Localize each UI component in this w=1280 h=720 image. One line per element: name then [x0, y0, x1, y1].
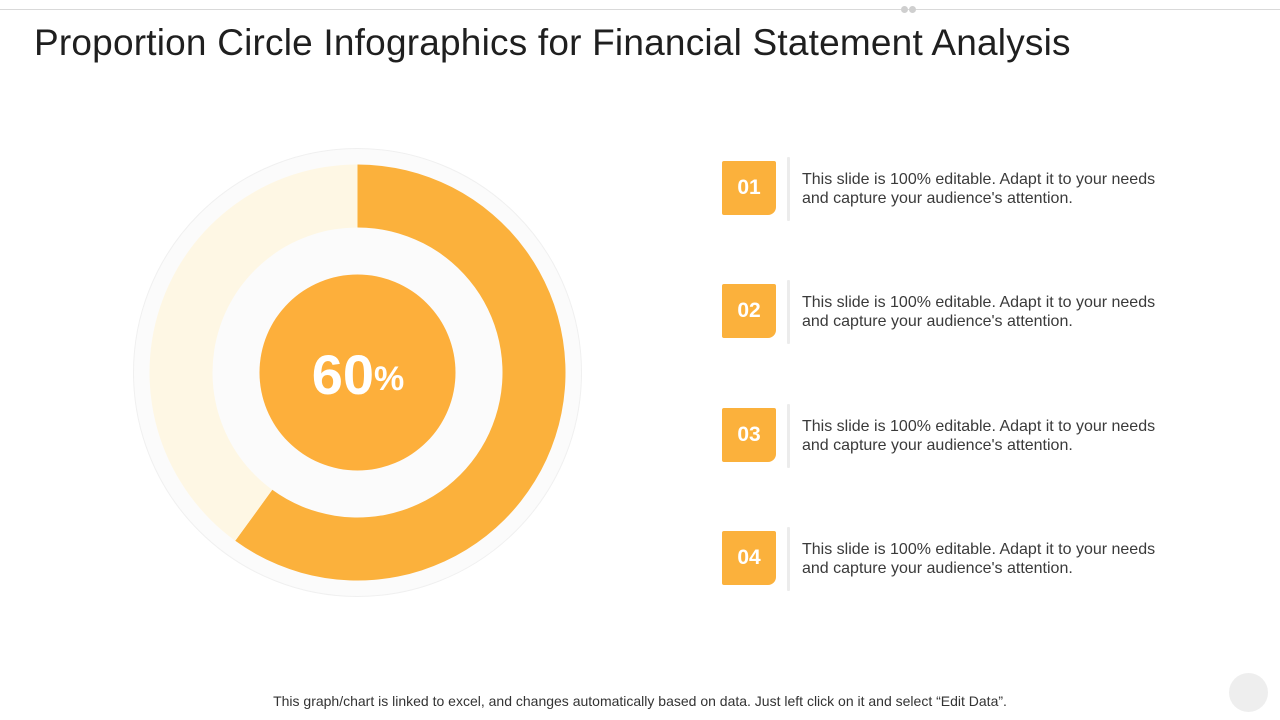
item-divider — [787, 404, 790, 468]
percentage-value: 60 — [311, 342, 375, 406]
list-item: 02 This slide is 100% editable. Adapt it… — [722, 280, 1182, 356]
donut-segment-remainder[interactable] — [149, 164, 358, 541]
top-divider-line — [0, 9, 1280, 10]
item-description: This slide is 100% editable. Adapt it to… — [802, 294, 1156, 330]
item-description: This slide is 100% editable. Adapt it to… — [802, 171, 1156, 207]
item-number-badge: 01 — [722, 161, 776, 215]
item-description: This slide is 100% editable. Adapt it to… — [802, 541, 1156, 577]
item-divider — [787, 157, 790, 221]
item-description: This slide is 100% editable. Adapt it to… — [802, 418, 1156, 454]
item-number-badge: 03 — [722, 408, 776, 462]
slide-indicator-dots — [901, 6, 917, 14]
list-item: 01 This slide is 100% editable. Adapt it… — [722, 157, 1182, 233]
chart-footnote: This graph/chart is linked to excel, and… — [273, 693, 1007, 709]
center-percentage-label: 60 % — [258, 274, 458, 474]
list-item: 03 This slide is 100% editable. Adapt it… — [722, 404, 1182, 480]
slide-indicator-dot — [901, 6, 908, 13]
proportion-donut-chart[interactable] — [120, 135, 595, 610]
item-divider — [787, 527, 790, 591]
percentage-unit: % — [374, 359, 405, 398]
slide-title: Proportion Circle Infographics for Finan… — [34, 22, 1071, 63]
donut-center-circle — [259, 274, 456, 471]
item-divider — [787, 280, 790, 344]
donut-segment-value[interactable] — [235, 164, 566, 581]
item-number-badge: 04 — [722, 531, 776, 585]
item-number-badge: 02 — [722, 284, 776, 338]
list-item: 04 This slide is 100% editable. Adapt it… — [722, 527, 1182, 603]
slide-indicator-dot — [909, 6, 916, 13]
corner-circle-button[interactable] — [1229, 673, 1268, 712]
